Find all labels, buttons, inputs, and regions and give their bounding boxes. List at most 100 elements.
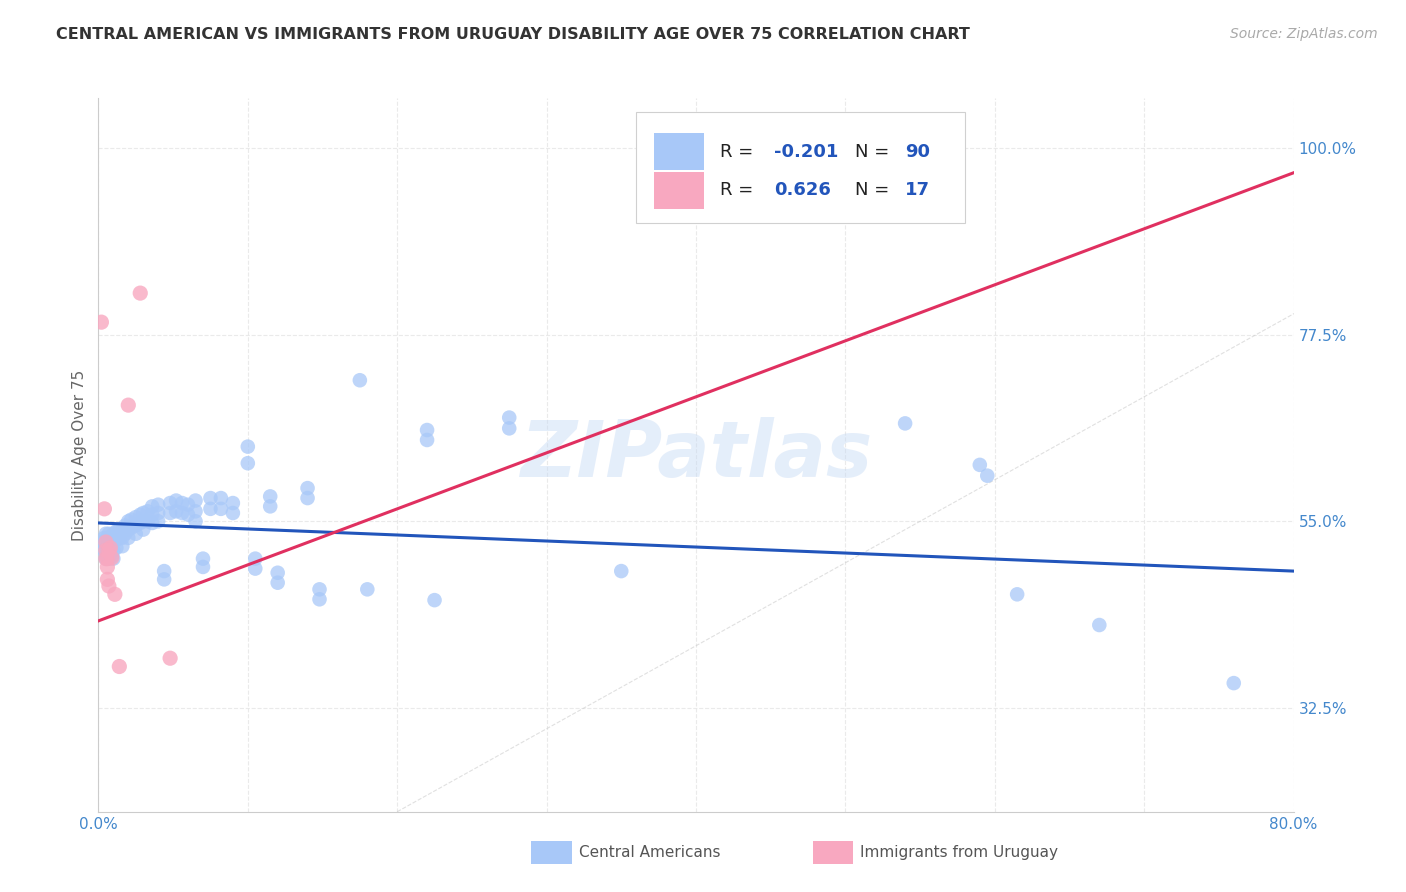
Point <box>191 551 214 566</box>
Point <box>894 417 917 431</box>
Point <box>97 579 120 593</box>
Point <box>129 516 152 530</box>
Text: Central Americans: Central Americans <box>579 846 721 860</box>
Point <box>132 506 155 520</box>
Point <box>267 575 290 590</box>
Point <box>200 501 222 516</box>
Text: N =: N = <box>855 143 894 161</box>
Point <box>259 500 281 514</box>
Point <box>96 551 118 566</box>
Point <box>98 541 122 555</box>
Text: R =: R = <box>720 143 759 161</box>
Point <box>98 539 122 553</box>
Point <box>93 531 115 545</box>
Text: -0.201: -0.201 <box>773 143 838 161</box>
Point <box>114 518 136 533</box>
Point <box>129 508 152 522</box>
Y-axis label: Disability Age Over 75: Disability Age Over 75 <box>72 369 87 541</box>
Point <box>259 490 281 504</box>
Point <box>308 592 330 607</box>
Point <box>97 543 120 558</box>
Point <box>103 543 125 558</box>
Point <box>136 504 159 518</box>
Point <box>153 564 176 578</box>
Point <box>93 501 115 516</box>
Text: R =: R = <box>720 181 759 199</box>
Point <box>103 551 125 566</box>
Point <box>94 551 117 566</box>
Point <box>96 531 118 545</box>
Text: 17: 17 <box>905 181 931 199</box>
Point <box>416 423 439 437</box>
Point <box>222 506 245 520</box>
Point <box>103 535 125 549</box>
Point <box>245 551 267 566</box>
Point <box>117 531 139 545</box>
Point <box>111 539 134 553</box>
Point <box>1223 676 1246 690</box>
Point <box>105 533 128 547</box>
Point <box>209 491 232 505</box>
Point <box>245 561 267 575</box>
Point <box>108 531 131 545</box>
Point <box>94 535 117 549</box>
Point <box>111 523 134 537</box>
Point <box>297 481 319 495</box>
Point <box>159 496 181 510</box>
Point <box>141 508 163 522</box>
Point <box>97 551 120 566</box>
Point <box>94 548 117 562</box>
Point <box>96 560 118 574</box>
Point <box>90 315 112 329</box>
Point <box>132 523 155 537</box>
Point <box>200 491 222 505</box>
Point <box>96 573 118 587</box>
Point <box>148 506 170 520</box>
Point <box>117 398 139 412</box>
Point <box>108 523 131 537</box>
Text: 90: 90 <box>905 143 931 161</box>
Point <box>141 516 163 530</box>
Text: ZIPatlas: ZIPatlas <box>520 417 872 493</box>
Point <box>101 541 124 555</box>
Point <box>97 526 120 541</box>
Point <box>117 523 139 537</box>
FancyBboxPatch shape <box>636 112 965 223</box>
Point <box>159 506 181 520</box>
Text: Source: ZipAtlas.com: Source: ZipAtlas.com <box>1230 27 1378 41</box>
Point <box>165 504 187 518</box>
Point <box>98 531 122 545</box>
Point <box>125 526 148 541</box>
Point <box>117 514 139 528</box>
Point <box>177 508 200 522</box>
Point <box>423 593 446 607</box>
Point <box>976 468 998 483</box>
Point <box>1088 618 1111 632</box>
Point <box>297 491 319 505</box>
Point <box>165 493 187 508</box>
Point <box>136 514 159 528</box>
Text: 0.626: 0.626 <box>773 181 831 199</box>
Point <box>222 496 245 510</box>
Point <box>498 410 520 425</box>
Point <box>98 548 122 562</box>
Point <box>94 539 117 553</box>
Point <box>172 506 194 520</box>
Point <box>114 526 136 541</box>
Point <box>349 373 371 387</box>
Point <box>125 518 148 533</box>
Point <box>1005 587 1028 601</box>
Point <box>159 651 181 665</box>
Point <box>498 421 520 435</box>
Point <box>184 504 207 518</box>
Point <box>191 560 214 574</box>
Point <box>610 564 633 578</box>
Text: N =: N = <box>855 181 894 199</box>
Point <box>969 458 991 472</box>
Point <box>416 433 439 447</box>
Point <box>97 535 120 549</box>
Point <box>172 496 194 510</box>
Point <box>105 541 128 555</box>
Point <box>184 514 207 528</box>
Point <box>94 543 117 558</box>
